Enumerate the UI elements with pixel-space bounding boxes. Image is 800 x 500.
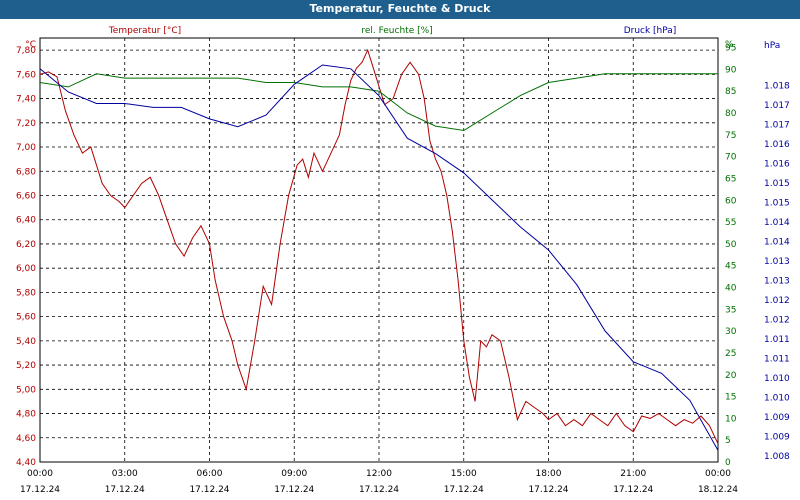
humidity-tick-label: 5 bbox=[725, 436, 731, 446]
humidity-tick-label: 40 bbox=[725, 284, 737, 294]
x-tick-time: 21:00 bbox=[620, 469, 646, 479]
pressure-line bbox=[39, 64, 719, 451]
temp-tick-label: 5,80 bbox=[16, 288, 36, 298]
x-tick-date: 17.12.24 bbox=[274, 485, 314, 495]
temp-tick-label: 7,20 bbox=[16, 119, 36, 129]
title-bar: Temperatur, Feuchte & Druck bbox=[0, 0, 800, 19]
temp-tick-label: 5,20 bbox=[16, 361, 36, 371]
x-tick-time: 06:00 bbox=[197, 469, 223, 479]
pressure-tick-label: 1.008 bbox=[764, 452, 790, 462]
humidity-tick-label: 20 bbox=[725, 371, 737, 381]
humidity-tick-label: 35 bbox=[725, 305, 736, 315]
x-tick-time: 03:00 bbox=[112, 469, 138, 479]
pressure-tick-label: 1.009 bbox=[764, 433, 790, 443]
x-tick-date: 18.12.24 bbox=[698, 485, 738, 495]
humidity-tick-label: 95 bbox=[725, 44, 736, 54]
pressure-tick-label: 1.016 bbox=[764, 140, 790, 150]
temperature-line bbox=[39, 48, 719, 445]
pressure-tick-label: 1.012 bbox=[764, 316, 790, 326]
temp-tick-label: 7,40 bbox=[16, 95, 36, 105]
pressure-tick-label: 1.014 bbox=[764, 238, 790, 248]
pressure-tick-label: 1.017 bbox=[764, 121, 790, 131]
temp-tick-label: 5,00 bbox=[16, 385, 36, 395]
x-tick-time: 18:00 bbox=[536, 469, 562, 479]
humidity-tick-label: 15 bbox=[725, 393, 736, 403]
chart-title: Temperatur, Feuchte & Druck bbox=[309, 2, 491, 15]
x-tick-time: 15:00 bbox=[451, 469, 477, 479]
humidity-tick-label: 60 bbox=[725, 196, 737, 206]
temp-tick-label: 5,40 bbox=[16, 337, 36, 347]
pressure-tick-label: 1.013 bbox=[764, 257, 790, 267]
pressure-tick-label: 1.010 bbox=[764, 394, 790, 404]
x-tick-date: 17.12.24 bbox=[20, 485, 60, 495]
humidity-tick-label: 80 bbox=[725, 109, 737, 119]
temp-tick-label: 6,20 bbox=[16, 240, 36, 250]
x-tick-date: 17.12.24 bbox=[444, 485, 484, 495]
pressure-tick-label: 1.015 bbox=[764, 199, 790, 209]
humidity-tick-label: 10 bbox=[725, 414, 737, 424]
temp-tick-label: 6,80 bbox=[16, 167, 36, 177]
humidity-tick-label: 55 bbox=[725, 218, 736, 228]
pressure-tick-label: 1.011 bbox=[764, 335, 790, 345]
x-tick-date: 17.12.24 bbox=[613, 485, 653, 495]
humidity-tick-label: 70 bbox=[725, 153, 737, 163]
temp-tick-label: 6,60 bbox=[16, 191, 36, 201]
humidity-axis-label: rel. Feuchte [%] bbox=[361, 26, 432, 36]
pressure-axis-label: Druck [hPa] bbox=[624, 26, 677, 36]
humidity-unit-label: % bbox=[725, 40, 734, 50]
x-tick-time: 00:00 bbox=[27, 469, 53, 479]
temp-tick-label: 7,00 bbox=[16, 143, 36, 153]
x-tick-date: 17.12.24 bbox=[528, 485, 568, 495]
x-tick-time: 09:00 bbox=[281, 469, 307, 479]
pressure-tick-label: 1.016 bbox=[764, 160, 790, 170]
humidity-line bbox=[39, 73, 718, 132]
temp-unit-label: °C bbox=[25, 40, 36, 50]
pressure-tick-label: 1.018 bbox=[764, 82, 790, 92]
temp-tick-label: 7,80 bbox=[16, 46, 36, 56]
pressure-tick-label: 1.009 bbox=[764, 413, 790, 423]
humidity-tick-label: 30 bbox=[725, 327, 737, 337]
pressure-tick-label: 1.014 bbox=[764, 218, 790, 228]
x-tick-date: 17.12.24 bbox=[105, 485, 145, 495]
x-tick-time: 00:00 bbox=[705, 469, 731, 479]
humidity-tick-label: 75 bbox=[725, 131, 736, 141]
pressure-tick-label: 1.011 bbox=[764, 355, 790, 365]
temp-tick-label: 5,60 bbox=[16, 313, 36, 323]
temp-tick-label: 7,60 bbox=[16, 70, 36, 80]
humidity-tick-label: 0 bbox=[725, 458, 731, 468]
pressure-tick-label: 1.015 bbox=[764, 179, 790, 189]
temperature-axis-label: Temperatur [°C] bbox=[108, 26, 181, 36]
pressure-tick-label: 1.010 bbox=[764, 374, 790, 384]
temp-tick-label: 6,00 bbox=[16, 264, 36, 274]
temp-tick-label: 4,60 bbox=[16, 434, 36, 444]
humidity-tick-label: 65 bbox=[725, 174, 736, 184]
x-tick-date: 17.12.24 bbox=[189, 485, 229, 495]
x-tick-date: 17.12.24 bbox=[359, 485, 399, 495]
humidity-tick-label: 90 bbox=[725, 65, 737, 75]
pressure-tick-label: 1.012 bbox=[764, 296, 790, 306]
humidity-tick-label: 85 bbox=[725, 87, 736, 97]
pressure-tick-label: 1.013 bbox=[764, 277, 790, 287]
humidity-tick-label: 25 bbox=[725, 349, 736, 359]
pressure-tick-label: 1.017 bbox=[764, 101, 790, 111]
temp-tick-label: 6,40 bbox=[16, 216, 36, 226]
pressure-unit-label: hPa bbox=[764, 41, 780, 51]
temp-tick-label: 4,80 bbox=[16, 410, 36, 420]
humidity-tick-label: 45 bbox=[725, 262, 736, 272]
x-tick-time: 12:00 bbox=[366, 469, 392, 479]
humidity-tick-label: 50 bbox=[725, 240, 737, 250]
temp-tick-label: 4,40 bbox=[16, 458, 36, 468]
